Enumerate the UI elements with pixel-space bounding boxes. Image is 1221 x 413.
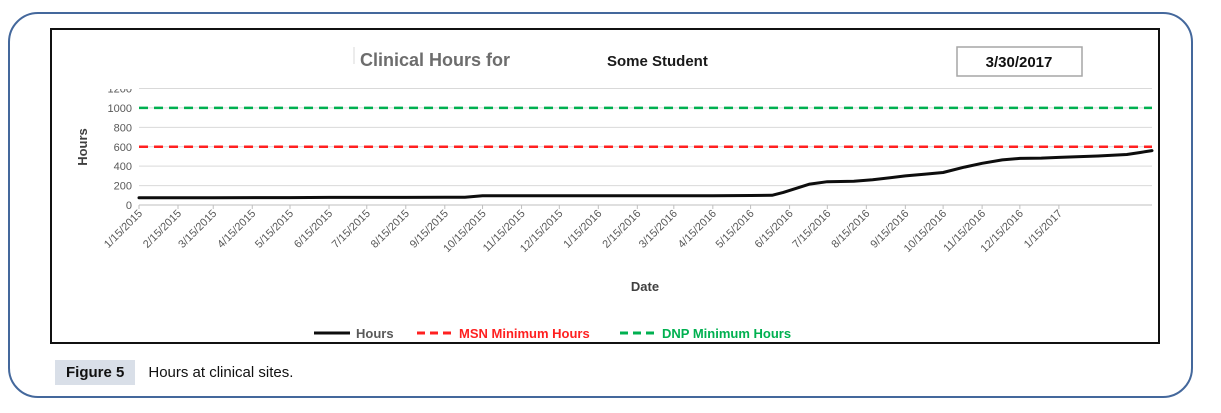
plot-area: 1/15/20152/15/20153/15/20154/15/20155/15… [102, 84, 1154, 255]
x-tick-label: 1/15/2015 [102, 208, 145, 251]
x-axis-title: Date [631, 279, 659, 294]
legend-label-1: Hours [356, 326, 394, 341]
figure-caption: Figure 5 Hours at clinical sites. [55, 360, 293, 385]
y-axis-title: Hours [75, 128, 90, 166]
x-tick-label: 3/15/2016 [637, 208, 680, 251]
y-tick-labels: 0 200 400 600 800 1000 1200 [108, 84, 132, 212]
x-tick-label: 8/15/2016 [829, 208, 872, 251]
x-tick-label: 6/15/2016 [753, 208, 796, 251]
caption-text: Hours at clinical sites. [148, 364, 294, 381]
x-tick-label: 4/15/2016 [676, 208, 719, 251]
y-tick-label: 600 [114, 142, 132, 154]
x-tick-label: 3/15/2015 [176, 208, 219, 251]
y-tick-label: 1200 [108, 84, 132, 96]
legend: Hours MSN Minimum Hours DNP Minimum Hours [314, 326, 791, 341]
x-tick-label: 1/15/2016 [561, 208, 604, 251]
clinical-hours-chart: Clinical Hours for Some Student 3/30/201… [75, 46, 1154, 341]
figure-label: Figure 5 [55, 360, 136, 385]
y-tick-label: 200 [114, 181, 132, 193]
student-name: Some Student [607, 53, 708, 70]
y-tick-label: 1000 [108, 103, 132, 115]
y-tick-label: 400 [114, 161, 132, 173]
chart-container: Clinical Hours for Some Student 3/30/201… [50, 28, 1160, 344]
date-input[interactable] [956, 46, 1083, 77]
series-line-hours [137, 149, 1154, 200]
figure-frame [8, 12, 1193, 398]
x-tick-label: 5/15/2015 [253, 208, 296, 251]
y-tick-label: 800 [114, 122, 132, 134]
y-tick-label: 0 [126, 200, 132, 212]
date-value: 3/30/2017 [986, 54, 1053, 71]
chart-title: Clinical Hours for [360, 50, 510, 70]
legend-label-3: DNP Minimum Hours [662, 326, 791, 341]
x-tick-label: 6/15/2015 [292, 208, 335, 251]
x-tick-label: 8/15/2015 [369, 208, 412, 251]
x-tick-label: 2/15/2016 [600, 208, 643, 251]
x-tick-label: 1/15/2017 [1022, 208, 1065, 251]
x-tick-label: 7/15/2015 [330, 208, 373, 251]
x-tick-label: 4/15/2015 [215, 208, 258, 251]
x-tick-label: 5/15/2016 [714, 208, 757, 251]
legend-label-2: MSN Minimum Hours [459, 326, 590, 341]
x-tick-label: 7/15/2016 [790, 208, 833, 251]
